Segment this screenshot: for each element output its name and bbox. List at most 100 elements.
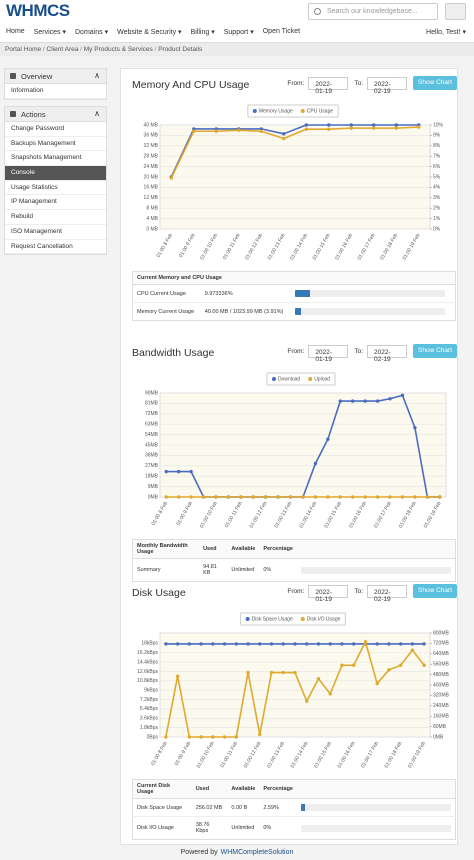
- nav-item[interactable]: Home: [6, 28, 25, 35]
- data-point: [222, 642, 227, 646]
- date-controls: From: 2022-01-19 To: 2022-02-19 Show Chart: [281, 76, 457, 95]
- data-point: [338, 399, 343, 403]
- data-point: [327, 123, 331, 127]
- data-point: [276, 495, 280, 499]
- progress-bar: [294, 290, 445, 297]
- data-point: [375, 681, 379, 686]
- to-date-input[interactable]: 2022-02-19: [367, 584, 408, 603]
- data-point: [400, 393, 405, 398]
- y-tick-label: 12 MB: [144, 195, 159, 201]
- nav-item[interactable]: Website & Security: [117, 28, 181, 36]
- breadcrumb-item[interactable]: Client Area: [41, 46, 78, 53]
- y2-tick-label: 9%: [433, 133, 441, 139]
- x-tick-label: 01:00 10 Feb: [196, 740, 216, 769]
- y-tick-label: 9kBps: [144, 688, 158, 694]
- table-cell: 2.59%: [259, 798, 297, 817]
- x-tick-label: 01:00 8 Feb: [150, 740, 169, 766]
- from-date-input[interactable]: 2022-01-19: [308, 76, 349, 95]
- cart-button[interactable]: [445, 3, 466, 20]
- data-point: [281, 642, 285, 646]
- table-header-spacer: [296, 779, 456, 799]
- nav-item[interactable]: Billing: [191, 28, 215, 36]
- y-tick-label: 27MB: [145, 463, 159, 469]
- data-point: [175, 674, 180, 678]
- sidebar-link[interactable]: Change Password: [5, 122, 106, 137]
- breadcrumb: Portal HomeClient AreaMy Products & Serv…: [0, 43, 474, 56]
- breadcrumb-item[interactable]: Product Details: [153, 46, 203, 53]
- table-header: Percentage: [259, 539, 297, 559]
- y2-tick-label: 0%: [433, 226, 441, 232]
- to-date-input[interactable]: 2022-02-19: [367, 344, 408, 363]
- sidebar-link[interactable]: Rebuild: [5, 210, 106, 225]
- show-chart-button[interactable]: Show Chart: [413, 76, 457, 90]
- from-label: From:: [287, 347, 305, 355]
- y2-tick-label: 640MB: [433, 651, 450, 657]
- data-point: [226, 495, 231, 499]
- x-tick-label: 01:00 14 Feb: [289, 232, 309, 261]
- data-point: [189, 495, 193, 499]
- data-point: [388, 495, 392, 499]
- data-point: [340, 642, 344, 646]
- data-point: [372, 123, 376, 127]
- sidebar-link[interactable]: Request Cancellation: [5, 240, 106, 255]
- nav-item[interactable]: Open Ticket: [262, 28, 301, 35]
- table-header: Available: [227, 539, 260, 559]
- data-point: [398, 642, 403, 646]
- to-date-input[interactable]: 2022-02-19: [367, 76, 408, 95]
- y-tick-label: 9MB: [148, 484, 159, 490]
- data-point: [214, 127, 218, 131]
- data-point: [438, 495, 442, 499]
- data-point: [372, 126, 376, 130]
- from-date-input[interactable]: 2022-01-19: [308, 344, 349, 363]
- data-point: [349, 126, 353, 130]
- table-cell: 38.76 Kbps: [191, 816, 228, 840]
- progress-bar: [300, 804, 451, 811]
- data-point: [237, 128, 241, 132]
- data-point: [375, 399, 380, 403]
- data-point: [211, 642, 215, 646]
- data-point: [239, 495, 243, 499]
- data-point: [349, 123, 353, 127]
- x-tick-label: 01:00 12 Feb: [243, 740, 263, 769]
- sidebar-link[interactable]: Usage Statistics: [5, 181, 106, 196]
- table-cell: 0%: [259, 558, 297, 582]
- user-menu[interactable]: Hello, Test!: [426, 28, 466, 36]
- nav-item[interactable]: Services: [34, 28, 66, 36]
- data-point: [269, 670, 274, 675]
- show-chart-button[interactable]: Show Chart: [413, 584, 457, 598]
- sidebar-link[interactable]: Console: [5, 166, 106, 181]
- breadcrumb-item[interactable]: Portal Home: [5, 46, 42, 53]
- data-point: [422, 663, 426, 667]
- data-point: [288, 495, 293, 499]
- footer-link[interactable]: WHMCompleteSolution: [220, 849, 294, 856]
- show-chart-button[interactable]: Show Chart: [413, 344, 457, 358]
- breadcrumb-item[interactable]: My Products & Services: [78, 46, 152, 53]
- y-tick-label: 7.2kBps: [140, 697, 159, 703]
- y2-tick-label: 6%: [433, 164, 441, 170]
- data-point: [251, 495, 255, 499]
- table-row: Disk I/O Usage 38.76 Kbps Unlimited 0%: [132, 816, 456, 840]
- data-point: [258, 732, 262, 737]
- sidebar-link[interactable]: ISO Management: [5, 225, 106, 240]
- y-tick-label: 10.8kBps: [137, 678, 158, 684]
- from-date-input[interactable]: 2022-01-19: [308, 584, 349, 603]
- data-point: [169, 176, 173, 180]
- nav-item[interactable]: Domains: [75, 28, 108, 36]
- sidebar-link[interactable]: Snapshots Management: [5, 151, 106, 167]
- x-tick-label: 01:00 19 Feb: [407, 740, 427, 769]
- data-point: [304, 123, 308, 127]
- data-point: [269, 642, 274, 646]
- data-point: [234, 642, 239, 646]
- x-tick-label: 01:00 19 Feb: [402, 232, 422, 261]
- sidebar-link[interactable]: Information: [5, 84, 106, 99]
- legend-label: CPU Usage: [307, 108, 334, 114]
- nav-item[interactable]: Support: [224, 28, 254, 36]
- sidebar-link[interactable]: Backups Management: [5, 137, 106, 152]
- search-box[interactable]: Search our knowledgebase...: [308, 3, 438, 20]
- sidebar-link[interactable]: IP Management: [5, 195, 106, 211]
- table-row: Memory Current Usage 40.00 MB / 1023.99 M…: [132, 302, 456, 321]
- progress-cell: [296, 558, 456, 582]
- data-point: [340, 663, 344, 667]
- data-point: [316, 642, 321, 646]
- logo[interactable]: WHMCS: [6, 1, 70, 20]
